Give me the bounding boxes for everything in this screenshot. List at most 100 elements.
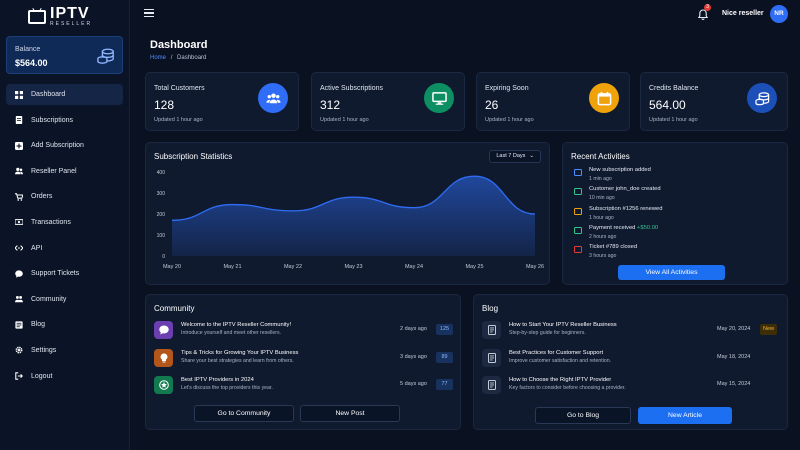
sidebar-item-support-tickets[interactable]: Support Tickets xyxy=(6,263,123,284)
post-title: Best IPTV Providers in 2024 xyxy=(181,377,254,383)
community-post[interactable]: Tips & Tricks for Growing Your IPTV Busi… xyxy=(154,349,453,369)
coins-icon xyxy=(747,83,777,113)
breadcrumb-separator: / xyxy=(170,55,173,61)
sidebar-item-transactions[interactable]: Transactions xyxy=(6,212,123,233)
x-tick-label: May 21 xyxy=(223,264,241,270)
cart-icon xyxy=(15,193,23,201)
stat-value: 312 xyxy=(320,98,341,112)
activity-title-text: Payment received xyxy=(589,225,636,231)
sidebar-item-label: Add Subscription xyxy=(31,142,84,150)
sidebar-item-logout[interactable]: Logout xyxy=(6,366,123,387)
activity-icon xyxy=(574,169,582,176)
recent-activities-panel: Recent Activities New subscription added… xyxy=(562,142,788,285)
post-description: Let's discuss the top providers this yea… xyxy=(181,385,273,391)
panel-title: Recent Activities xyxy=(571,152,630,161)
sidebar-item-label: Dashboard xyxy=(31,91,66,98)
sidebar-item-reseller-panel[interactable]: Reseller Panel xyxy=(6,161,123,182)
sidebar-item-label: Reseller Panel xyxy=(31,167,77,175)
notifications-button[interactable]: 3 xyxy=(697,4,711,20)
plus-square-icon xyxy=(15,141,23,150)
sidebar-item-subscriptions[interactable]: Subscriptions xyxy=(6,110,123,131)
panel-title: Subscription Statistics xyxy=(154,152,233,161)
topbar: 3 Nice reseller NR xyxy=(130,0,800,28)
post-date: May 15, 2024 xyxy=(717,381,751,387)
avatar[interactable]: NR xyxy=(770,5,788,23)
money-icon xyxy=(15,218,23,226)
blog-post[interactable]: Best Practices for Customer Support Impr… xyxy=(482,349,779,369)
menu-toggle-icon[interactable] xyxy=(144,9,154,17)
activity-title: Subscription #1256 renewed xyxy=(589,206,663,212)
stat-label: Total Customers xyxy=(154,85,205,92)
sidebar-item-api[interactable]: API xyxy=(6,238,123,259)
app-logo[interactable]: IPTV RESELLER xyxy=(28,6,92,27)
reply-count-badge: 125 xyxy=(436,324,453,335)
subscription-chart: 0 100 200 300 400 May 20 May 21 May 22 May 23 May… xyxy=(157,170,544,270)
sidebar-item-settings[interactable]: Settings xyxy=(6,340,123,361)
chevron-down-icon: ⌄ xyxy=(529,153,534,159)
chat-icon xyxy=(15,270,23,278)
activity-icon xyxy=(574,246,582,253)
x-tick-label: May 26 xyxy=(526,264,544,270)
calendar-icon xyxy=(589,83,619,113)
community-panel: Community Welcome to the IPTV Reseller C… xyxy=(145,294,461,430)
post-date: 2 days ago xyxy=(400,326,427,332)
x-tick-label: May 22 xyxy=(284,264,302,270)
panel-title: Blog xyxy=(482,304,499,313)
community-icon xyxy=(15,295,23,303)
lightbulb-icon xyxy=(154,349,173,367)
stat-label: Credits Balance xyxy=(649,85,699,92)
view-all-activities-button[interactable]: View All Activities xyxy=(618,265,725,280)
sidebar-item-orders[interactable]: Orders xyxy=(6,186,123,207)
date-range-select[interactable]: Last 7 Days ⌄ xyxy=(489,150,541,163)
user-name[interactable]: Nice reseller xyxy=(722,10,764,17)
chat-icon xyxy=(154,321,173,339)
activity-title: Payment received +$50.00 xyxy=(589,225,658,231)
reply-count-badge: 77 xyxy=(436,379,453,390)
community-post[interactable]: Best IPTV Providers in 2024 Let's discus… xyxy=(154,376,453,396)
panel-title: Community xyxy=(154,304,195,313)
y-tick-label: 100 xyxy=(157,233,166,239)
stat-label: Active Subscriptions xyxy=(320,85,384,92)
activity-title: Ticket #789 closed xyxy=(589,244,638,250)
dashboard-icon xyxy=(15,90,23,99)
date-range-value: Last 7 Days xyxy=(496,153,526,159)
go-to-blog-button[interactable]: Go to Blog xyxy=(535,407,631,424)
gear-icon xyxy=(15,346,23,354)
activity-icon xyxy=(574,188,582,195)
y-tick-label: 0 xyxy=(162,254,165,260)
tv-icon xyxy=(28,9,46,24)
stat-updated: Updated 1 hour ago xyxy=(649,117,698,123)
stat-value: 564.00 xyxy=(649,98,686,112)
blog-panel: Blog How to Start Your IPTV Reseller Bus… xyxy=(473,294,788,430)
post-date: May 18, 2024 xyxy=(717,354,751,360)
api-icon xyxy=(15,244,23,252)
activity-amount: +$50.00 xyxy=(637,225,659,231)
x-tick-label: May 23 xyxy=(344,264,362,270)
chart-area xyxy=(172,176,535,256)
sidebar-item-blog[interactable]: Blog xyxy=(6,314,123,335)
notification-count-badge: 3 xyxy=(704,4,711,11)
activity-title: Customer john_doe created xyxy=(589,186,661,192)
sidebar-item-add-subscription[interactable]: Add Subscription xyxy=(6,135,123,156)
sidebar-item-community[interactable]: Community xyxy=(6,289,123,310)
new-article-button[interactable]: New Article xyxy=(638,407,732,424)
document-icon xyxy=(482,349,501,367)
breadcrumb-home-link[interactable]: Home xyxy=(150,55,167,61)
page-title: Dashboard xyxy=(150,39,208,51)
post-title: Welcome to the IPTV Reseller Community! xyxy=(181,322,292,328)
blog-post[interactable]: How to Start Your IPTV Reseller Business… xyxy=(482,321,779,341)
post-date: May 20, 2024 xyxy=(717,326,751,332)
blog-post[interactable]: How to Choose the Right IPTV Provider Ke… xyxy=(482,376,779,396)
go-to-community-button[interactable]: Go to Community xyxy=(194,405,294,422)
sidebar-item-dashboard[interactable]: Dashboard xyxy=(6,84,123,105)
sidebar-item-label: Orders xyxy=(31,193,53,201)
sidebar-item-label: Support Tickets xyxy=(31,270,80,278)
blog-icon xyxy=(15,321,23,329)
community-post[interactable]: Welcome to the IPTV Reseller Community! … xyxy=(154,321,453,341)
sidebar-nav: Dashboard Subscriptions Add Subscription… xyxy=(6,84,123,391)
coins-icon xyxy=(97,48,114,64)
stat-card-credits-balance: Credits Balance 564.00 Updated 1 hour ag… xyxy=(640,72,788,131)
post-description: Share your best strategies and learn fro… xyxy=(181,358,294,364)
brand-subtitle: RESELLER xyxy=(50,21,93,27)
new-post-button[interactable]: New Post xyxy=(300,405,400,422)
